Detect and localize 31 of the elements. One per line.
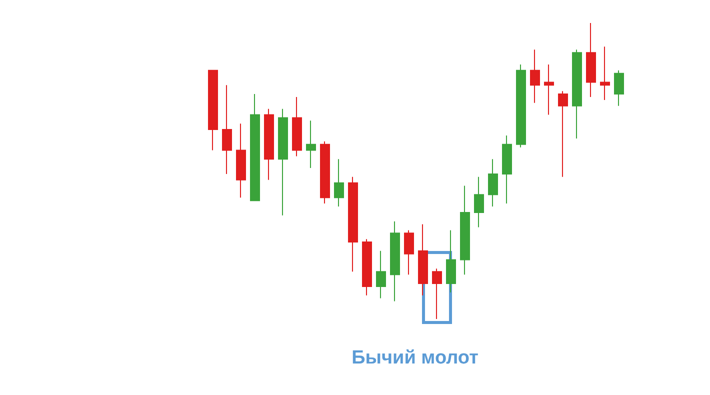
candlestick xyxy=(320,140,330,204)
candlestick xyxy=(530,49,540,104)
candlestick xyxy=(264,108,274,180)
candlestick xyxy=(516,64,526,148)
candlestick xyxy=(376,250,386,299)
candlestick xyxy=(544,64,554,116)
text: Бычий молот xyxy=(352,348,478,368)
candlestick xyxy=(502,134,512,204)
candlestick xyxy=(488,158,498,208)
candlestick xyxy=(390,220,400,302)
candlestick xyxy=(334,158,344,208)
candlestick xyxy=(208,70,218,151)
candlestick xyxy=(600,46,610,100)
candlestick xyxy=(446,230,456,293)
candlestick xyxy=(586,22,596,98)
candlestick xyxy=(558,90,568,178)
candlestick xyxy=(432,268,442,320)
candlestick xyxy=(474,176,484,228)
candlestick xyxy=(222,84,232,174)
candlestick xyxy=(404,230,414,276)
candlestick xyxy=(250,94,260,202)
candlestick xyxy=(614,70,624,106)
candlestick xyxy=(460,185,470,276)
candlestick xyxy=(236,123,246,198)
candlestick xyxy=(348,176,358,272)
candlestick xyxy=(418,224,428,296)
candlestick xyxy=(362,238,372,296)
candlestick xyxy=(306,120,316,169)
candlestick xyxy=(572,49,582,139)
candlestick xyxy=(278,108,288,216)
candlestick xyxy=(292,96,302,157)
